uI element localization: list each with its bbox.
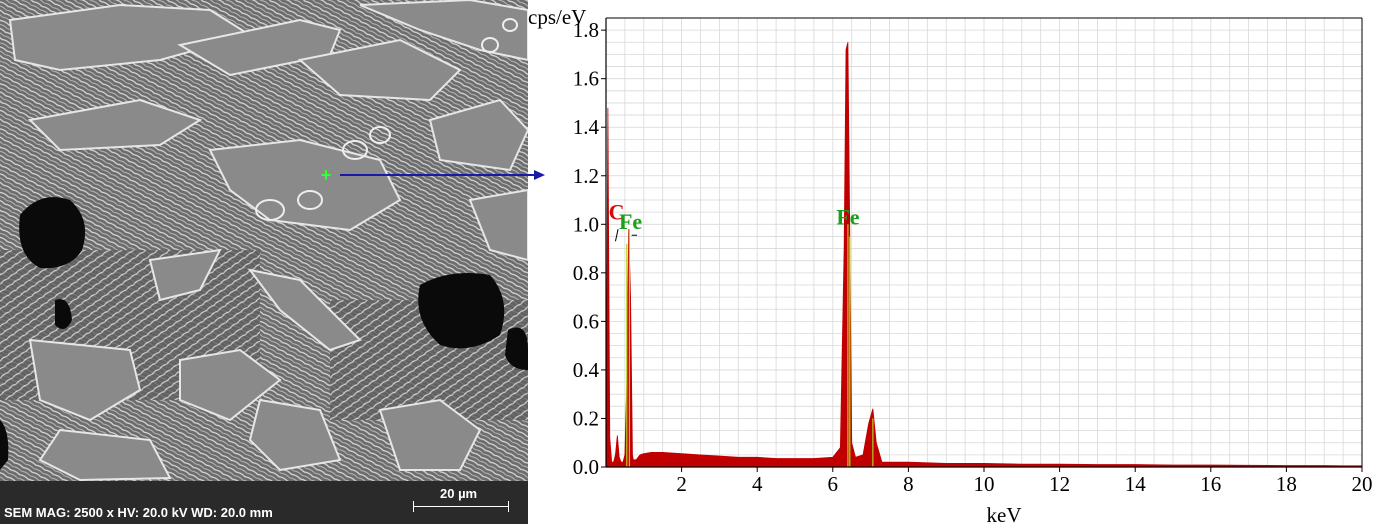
sem-image-panel: SEM MAG: 2500 x HV: 20.0 kV WD: 20.0 mm … bbox=[0, 0, 528, 524]
x-axis-title: keV bbox=[987, 503, 1022, 524]
y-tick-label: 0.0 bbox=[573, 455, 599, 479]
x-tick-label: 8 bbox=[903, 472, 914, 496]
y-tick-label: 1.2 bbox=[573, 164, 599, 188]
peak-label-c: C bbox=[609, 199, 625, 224]
y-tick-label: 1.8 bbox=[573, 18, 599, 42]
y-tick-label: 0.6 bbox=[573, 309, 599, 333]
y-tick-label: 1.0 bbox=[573, 212, 599, 236]
x-tick-label: 4 bbox=[752, 472, 763, 496]
sem-micrograph bbox=[0, 0, 528, 524]
x-tick-label: 18 bbox=[1276, 472, 1297, 496]
peak-label-fe: Fe bbox=[619, 209, 642, 234]
y-tick-label: 1.6 bbox=[573, 67, 599, 91]
sem-info-bar: SEM MAG: 2500 x HV: 20.0 kV WD: 20.0 mm … bbox=[0, 481, 528, 524]
x-tick-label: 6 bbox=[828, 472, 839, 496]
y-tick-label: 0.4 bbox=[573, 358, 600, 382]
peak-label-fe: Fe bbox=[836, 204, 859, 229]
spectrum-series-fill bbox=[605, 42, 1363, 468]
scale-bar-label: 20 µm bbox=[440, 486, 478, 501]
eds-spectrum-chart: 0.0 0.2 0.4 0.6 0.8 1.0 1.2 1.4 1.6 1.8 2 4 6 8 10 12 14… bbox=[528, 5, 1373, 524]
y-tick-label: 0.8 bbox=[573, 261, 599, 285]
sem-info-text: SEM MAG: 2500 x HV: 20.0 kV WD: 20.0 mm bbox=[4, 505, 273, 520]
x-tick-label: 2 bbox=[676, 472, 687, 496]
scale-bar bbox=[413, 501, 509, 512]
x-tick-label: 10 bbox=[974, 472, 995, 496]
y-tick-label: 1.4 bbox=[573, 115, 600, 139]
x-tick-label: 20 bbox=[1352, 472, 1373, 496]
y-tick-label: 0.2 bbox=[573, 406, 599, 430]
y-axis-title: cps/eV bbox=[528, 5, 586, 29]
carbon-pointer-arrow bbox=[614, 229, 619, 242]
x-tick-label: 12 bbox=[1049, 472, 1070, 496]
x-tick-label: 14 bbox=[1125, 472, 1147, 496]
x-tick-label: 16 bbox=[1200, 472, 1221, 496]
grid-lines bbox=[606, 18, 1362, 467]
